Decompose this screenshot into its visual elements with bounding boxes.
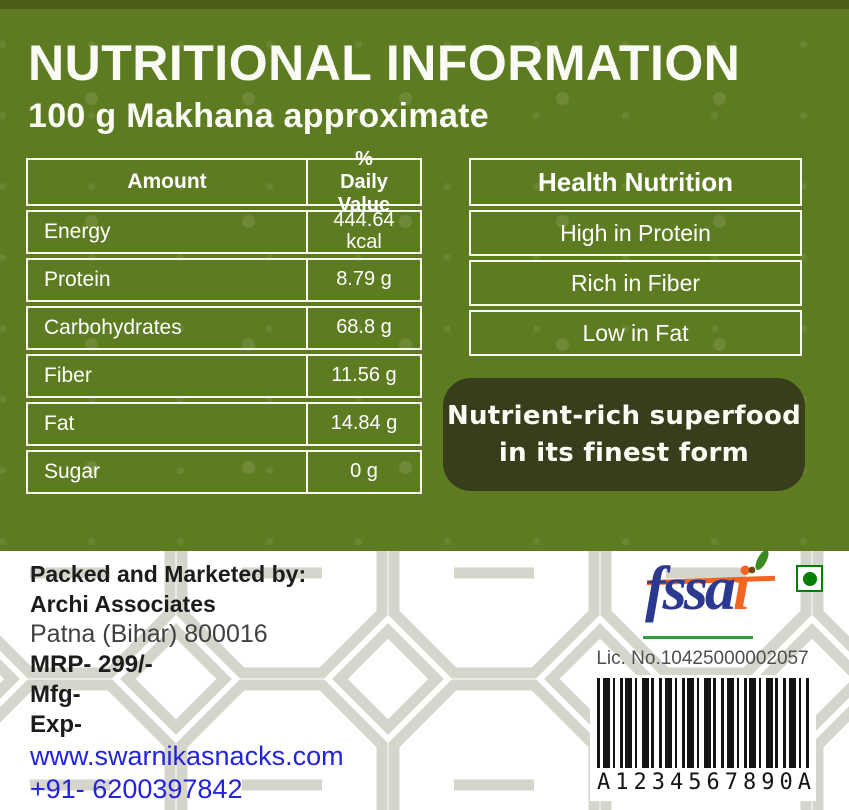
leaf-icon	[748, 550, 769, 574]
phone-number: +91- 6200397842	[30, 774, 243, 804]
health-nutrition-box: Health Nutrition High in Protein Rich in…	[469, 158, 802, 360]
nutrition-panel: NUTRITIONAL INFORMATION 100 g Makhana ap…	[0, 0, 849, 551]
fssai-wordmark-blue: fssa	[645, 555, 736, 623]
row-label: Carbohydrates	[44, 316, 182, 339]
serving-subtitle: 100 g Makhana approximate	[28, 97, 490, 135]
barcode-text: A1234567890A	[597, 770, 816, 795]
column-header-daily-value: % Daily Value	[306, 148, 420, 216]
packed-by-label: Packed and Marketed by:	[30, 561, 307, 587]
mfg-line: Mfg-	[30, 681, 81, 708]
company-name: Archi Associates	[30, 591, 216, 617]
row-value: 14.84 g	[306, 404, 420, 444]
health-nutrition-title: Health Nutrition	[469, 158, 802, 206]
row-label: Fat	[44, 412, 75, 435]
row-value: 68.8 g	[306, 308, 420, 348]
daily-value-percent-symbol: %	[355, 147, 373, 170]
fssai-green-underline	[643, 636, 753, 639]
packing-section: Packed and Marketed by: Archi Associates…	[0, 550, 849, 810]
page-title: NUTRITIONAL INFORMATION	[28, 35, 741, 91]
website-text: www.swarnikasnacks.com	[30, 741, 344, 771]
health-item-protein: High in Protein	[469, 210, 802, 256]
table-row-sugar: Sugar 0 g	[26, 450, 422, 494]
exp-line: Exp-	[30, 711, 83, 738]
row-value: 444.64 kcal	[306, 210, 420, 253]
health-item-fat: Low in Fat	[469, 310, 802, 356]
fssai-license-number: Lic. No.10425000002057	[596, 648, 809, 669]
fssai-logo: fssai	[643, 550, 776, 646]
row-value: 11.56 g	[306, 356, 420, 396]
packing-info: Packed and Marketed by: Archi Associates…	[30, 559, 344, 806]
veg-symbol-dot	[802, 571, 817, 586]
company-address: Patna (Bihar) 800016	[30, 620, 268, 648]
nutrition-table-header: Amount % Daily Value	[26, 148, 422, 216]
veg-symbol-icon	[796, 565, 823, 592]
barcode-bars	[597, 678, 809, 768]
claim-banner: Nutrient-rich superfood in its finest fo…	[443, 378, 805, 491]
table-row-energy: Energy 444.64 kcal	[26, 210, 422, 254]
row-value: 8.79 g	[306, 260, 420, 300]
claim-line-2: in its finest form	[498, 437, 750, 468]
fssai-wordmark-orange: i	[732, 555, 750, 623]
row-value: 0 g	[306, 452, 420, 492]
row-label: Energy	[44, 220, 111, 243]
barcode: A1234567890A	[590, 675, 816, 801]
row-label: Fiber	[44, 364, 92, 387]
table-row-protein: Protein 8.79 g	[26, 258, 422, 302]
table-row-fiber: Fiber 11.56 g	[26, 354, 422, 398]
claim-line-1: Nutrient-rich superfood	[446, 400, 802, 431]
column-header-amount: Amount	[127, 170, 207, 193]
fssai-wordmark: fssai	[645, 555, 750, 623]
nutrition-table: Amount % Daily Value Energy 444.64 kcal …	[26, 148, 422, 498]
row-label: Protein	[44, 268, 111, 291]
mrp-line: MRP- 299/-	[30, 651, 153, 678]
table-row-fat: Fat 14.84 g	[26, 402, 422, 446]
daily-value-label: Daily Value	[337, 170, 391, 216]
row-label: Sugar	[44, 460, 101, 483]
health-item-fiber: Rich in Fiber	[469, 260, 802, 306]
table-row-carbohydrates: Carbohydrates 68.8 g	[26, 306, 422, 350]
